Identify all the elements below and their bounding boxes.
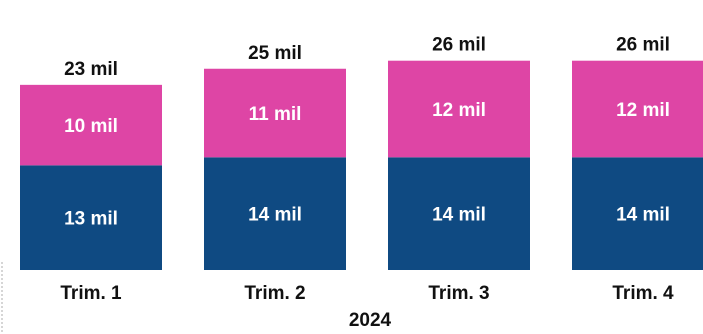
data-label-1-3: 14 mil	[432, 205, 486, 226]
bar-segment-2-2	[204, 68, 346, 158]
data-label-2-2: 11 mil	[249, 104, 302, 125]
bar-segment-2-1	[20, 84, 162, 166]
total-label-3: 26 mil	[432, 35, 486, 56]
total-label-1: 23 mil	[64, 59, 118, 80]
total-label-4: 26 mil	[616, 35, 670, 56]
bar-segment-2-3	[388, 60, 530, 158]
data-label-1-4: 14 mil	[616, 205, 670, 226]
data-label-1-1: 13 mil	[64, 209, 118, 230]
data-label-2-1: 10 mil	[64, 116, 118, 137]
bars-layer	[20, 60, 703, 270]
category-label-2: Trim. 2	[244, 283, 305, 304]
bar-segment-1-3	[388, 157, 530, 270]
bar-segment-1-4	[572, 157, 703, 270]
x-axis-title: 2024	[349, 310, 392, 331]
category-label-1: Trim. 1	[60, 283, 122, 304]
total-label-2: 25 mil	[248, 43, 302, 64]
bar-segment-2-4	[572, 60, 703, 158]
category-label-3: Trim. 3	[428, 283, 489, 304]
data-label-2-4: 12 mil	[616, 100, 670, 121]
category-label-4: Trim. 4	[612, 283, 674, 304]
data-label-2-3: 12 mil	[432, 100, 486, 121]
bar-segment-1-1	[20, 165, 162, 270]
edge-dots	[1, 262, 5, 332]
labels-layer: 13 mil 10 mil 23 mil Trim. 1 14 mil 11 mil 25 …	[60, 35, 674, 304]
bar-segment-1-2	[204, 157, 346, 270]
data-label-1-2: 14 mil	[248, 205, 302, 226]
